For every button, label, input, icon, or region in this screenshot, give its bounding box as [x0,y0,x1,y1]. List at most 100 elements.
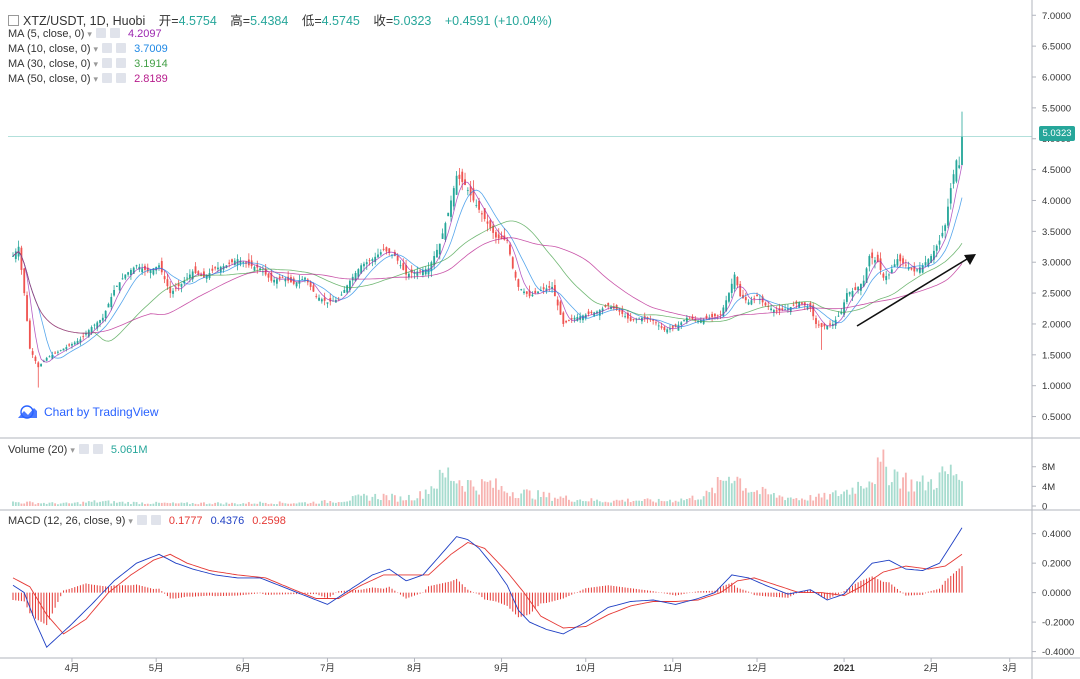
macd-histogram-bar [20,592,22,602]
volume-bar [28,501,31,506]
ma30-legend[interactable]: MA (30, close, 0) ▾ 3.1914 [8,58,168,70]
candle-body [346,285,349,293]
trend-arrow-drawing[interactable] [856,254,976,327]
macd-histogram-bar [877,579,879,593]
volume-bar [688,498,691,506]
ma50-legend[interactable]: MA (50, close, 0) ▾ 2.8189 [8,73,168,85]
moving-average-lines [12,164,963,363]
settings-icon[interactable] [95,28,106,38]
volume-bar [632,500,635,506]
volume-bar [422,498,424,506]
macd-histogram-bar [211,592,213,596]
volume-bars [12,449,963,506]
macd-legend[interactable]: MACD (12, 26, close, 9) ▾ 0.1777 0.4376 0.25… [8,515,286,527]
time-axis-tick: 2021 [834,663,856,674]
macd-histogram-bar [242,592,244,595]
volume-bar [337,502,340,506]
volume-bar [784,500,787,506]
volume-bar [528,490,531,506]
volume-bar [854,493,857,506]
candle-body [955,160,958,182]
volume-bar [377,499,379,506]
volume-bar [301,502,304,506]
minus-square-icon[interactable] [8,15,19,26]
volume-bar [753,491,756,506]
volume-bar [904,472,907,506]
volume-bar [427,493,430,506]
ma5-legend[interactable]: MA (5, close, 0) ▾ 4.2097 [8,28,162,40]
macd-histogram-bar [958,568,960,593]
settings-icon[interactable] [102,73,113,83]
macd-histogram-bar [784,592,786,598]
macd-histogram-bar [936,589,938,593]
settings-icon[interactable] [102,43,113,53]
close-icon[interactable] [150,515,161,525]
volume-bar [584,501,587,506]
close-icon[interactable] [116,58,127,68]
macd-histogram-bar [750,592,752,594]
candle-body [618,309,621,312]
candle-body [312,285,315,292]
ma-legend-label: MA (5, close, 0) [8,28,85,40]
macd-histogram-bar [663,592,665,594]
macd-histogram-bar [293,592,295,595]
candle-body [688,317,691,319]
volume-bar [326,502,329,506]
close-icon[interactable] [116,73,127,83]
volume-bar [930,479,933,506]
close-icon[interactable] [92,444,103,454]
macd-histogram-bar [953,573,955,593]
candle-body [124,274,127,279]
volume-bar [514,498,517,506]
settings-icon[interactable] [136,515,147,525]
macd-histogram-bar [543,592,545,604]
chevron-down-icon[interactable]: ▾ [93,44,99,54]
candle-body [57,351,59,353]
volume-bar [809,495,812,506]
macd-histogram-bar [697,591,699,593]
chevron-down-icon[interactable]: ▾ [87,29,92,39]
candle-body [559,301,562,315]
volume-bar [340,502,343,506]
macd-histogram-bar [560,592,561,600]
volume-bar [511,492,514,506]
macd-histogram-bar [127,585,129,593]
chevron-down-icon[interactable]: ▾ [128,516,133,526]
macd-histogram-bar [871,576,873,593]
close-icon[interactable] [109,28,120,38]
volume-legend[interactable]: Volume (20) ▾ 5.061M [8,444,148,456]
volume-bar [719,479,722,506]
macd-histogram-bar [442,583,444,593]
volume-bar [158,502,160,506]
volume-bar [177,503,180,506]
candle-body [750,300,753,305]
macd-histogram-bar [807,590,809,593]
volume-bar [374,493,377,506]
volume-bar [312,501,315,506]
macd-histogram-bar [439,583,441,593]
candle-body [377,254,379,258]
macd-histogram-bar [206,592,208,596]
macd-histogram-bar [326,592,328,599]
candle-body [596,311,598,314]
volume-bar [840,494,843,506]
settings-icon[interactable] [78,444,89,454]
volume-bar [947,474,949,506]
chevron-down-icon[interactable]: ▾ [93,74,99,84]
candle-body [548,286,551,288]
candle-body [798,302,801,308]
volume-bar [733,480,736,506]
chevron-down-icon[interactable]: ▾ [93,59,99,69]
chevron-down-icon[interactable]: ▾ [70,445,75,455]
ma10-legend[interactable]: MA (10, close, 0) ▾ 3.7009 [8,43,168,55]
candle-body [273,279,276,283]
tradingview-watermark[interactable]: Chart by TradingView [16,405,159,419]
candle-body [54,352,57,354]
close-icon[interactable] [116,43,127,53]
candle-body [890,269,893,273]
volume-bar [792,498,795,506]
macd-histogram-bar [180,592,182,598]
macd-histogram-bar [54,592,56,608]
settings-icon[interactable] [102,58,113,68]
